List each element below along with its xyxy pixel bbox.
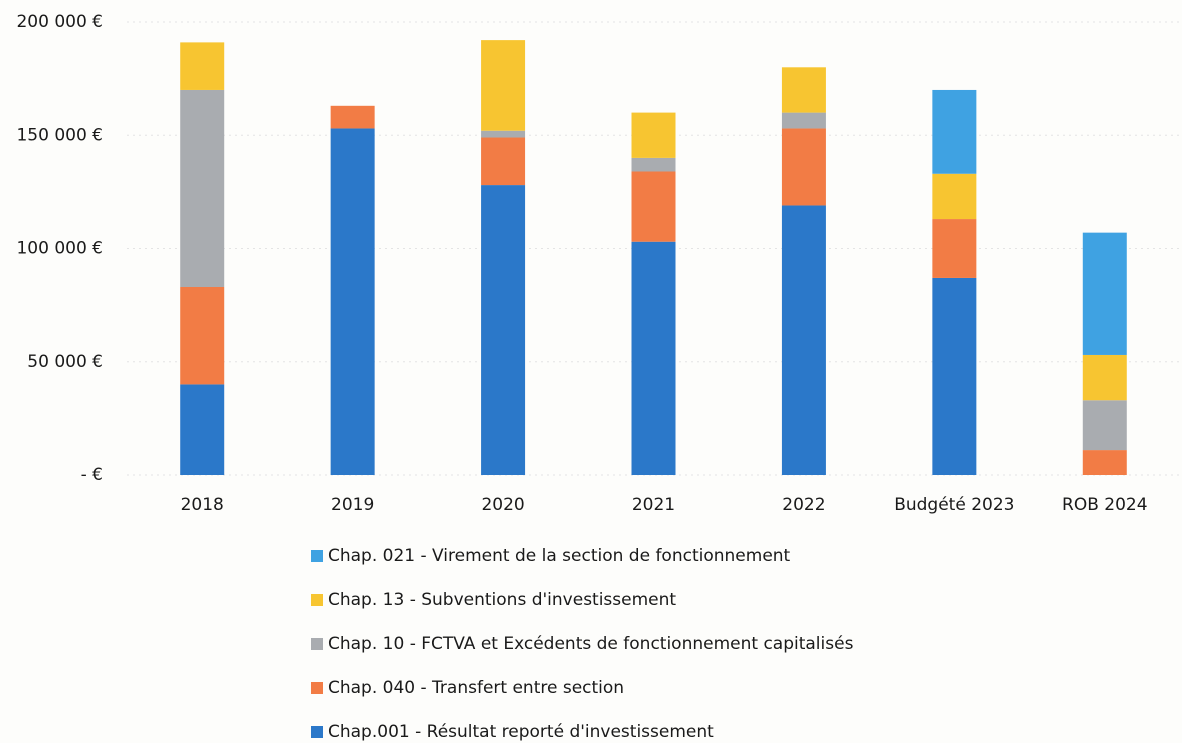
bar-segment [631,171,676,242]
bar-segment [481,137,526,186]
bar-segment [932,173,977,220]
bar-segment [481,130,526,138]
bar-segment [330,128,375,475]
legend-swatch [311,726,323,738]
x-tick-label: ROB 2024 [1062,495,1148,515]
legend-label: Chap. 040 - Transfert entre section [328,678,624,698]
y-tick-label: - € [81,465,103,485]
y-tick-label: 50 000 € [27,352,103,372]
bar-segment [932,219,977,278]
legend-swatch [311,682,323,694]
y-tick-label: 150 000 € [16,125,103,145]
bar-segment [631,241,676,475]
x-tick-label: 2021 [632,495,675,515]
x-tick-label: 2018 [181,495,224,515]
y-tick-label: 200 000 € [16,12,103,32]
x-tick-label: 2022 [782,495,825,515]
bar-segment [481,185,526,475]
bar-segment [180,384,225,475]
bar-segment [1082,232,1127,355]
legend-label: Chap.001 - Résultat reporté d'investisse… [328,722,714,742]
legend-swatch [311,638,323,650]
bar-segment [1082,450,1127,475]
bar-segment [781,205,826,475]
bar-segment [1082,400,1127,451]
bar-segment [932,89,977,174]
bar-segment [180,89,225,288]
y-tick-label: 100 000 € [16,239,103,259]
legend-label: Chap. 10 - FCTVA et Excédents de fonctio… [328,634,854,654]
bar-segment [330,105,375,129]
bar-segment [180,42,225,90]
bar-segment [781,128,826,206]
legend-swatch [311,594,323,606]
bar-segment [932,277,977,475]
legend-label: Chap. 13 - Subventions d'investissement [328,590,676,610]
bar-segment [781,67,826,113]
legend-label: Chap. 021 - Virement de la section de fo… [328,546,791,566]
bar-segment [1082,354,1127,401]
bar-segment [781,112,826,129]
x-tick-label: 2019 [331,495,374,515]
legend-swatch [311,550,323,562]
bar-segment [631,157,676,172]
x-tick-label: 2020 [481,495,524,515]
bar-segment [180,287,225,385]
bar-segment [631,112,676,158]
bar-segment [481,40,526,131]
x-tick-label: Budgété 2023 [894,495,1014,515]
